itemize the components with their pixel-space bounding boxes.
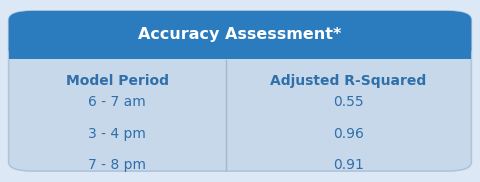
FancyBboxPatch shape: [9, 11, 471, 59]
Bar: [9, 40, 471, 59]
FancyBboxPatch shape: [9, 11, 471, 171]
Text: Model Period: Model Period: [66, 74, 168, 88]
Text: 6 - 7 am: 6 - 7 am: [88, 95, 146, 109]
Text: 0.91: 0.91: [333, 159, 364, 173]
Text: Accuracy Assessment*: Accuracy Assessment*: [138, 27, 342, 42]
Text: Adjusted R-Squared: Adjusted R-Squared: [270, 74, 427, 88]
Text: 0.96: 0.96: [333, 126, 364, 141]
Text: 0.55: 0.55: [333, 95, 364, 109]
Text: 3 - 4 pm: 3 - 4 pm: [88, 126, 146, 141]
Text: 7 - 8 pm: 7 - 8 pm: [88, 159, 146, 173]
